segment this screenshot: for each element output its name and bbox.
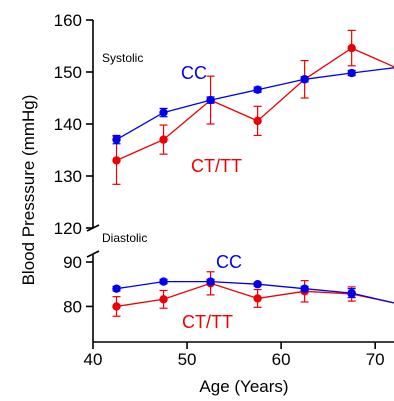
systolic-cc-point (159, 108, 168, 117)
diastolic-cttt-point (253, 294, 262, 303)
y-tick-label: 90 (63, 253, 82, 272)
systolic-cc-point (300, 75, 309, 84)
y-tick-label: 150 (54, 63, 82, 82)
data-marks (112, 29, 394, 317)
y-tick-label: 130 (54, 167, 82, 186)
diastolic-cc-point (206, 277, 215, 286)
y-tick-label: 120 (54, 219, 82, 238)
y-tick-label: 140 (54, 115, 82, 134)
y-tick-label: 160 (54, 11, 82, 30)
systolic-panel-label: Systolic (102, 51, 143, 65)
x-tick-label: 50 (178, 350, 197, 369)
systolic-cc-label: CC (181, 63, 207, 83)
x-axis-title: Age (Years) (199, 377, 288, 396)
systolic-cttt-label: CT/TT (191, 156, 242, 176)
systolic-cttt-line (116, 47, 394, 161)
y-tick-label: 80 (63, 297, 82, 316)
diastolic-cc-point (253, 280, 262, 289)
diastolic-cc-point (347, 288, 356, 298)
x-tick-label: 60 (272, 350, 291, 369)
diastolic-cttt-label: CT/TT (182, 312, 233, 332)
systolic-cc-point (253, 85, 262, 94)
diastolic-cc-point (112, 284, 121, 293)
x-tick-label: 40 (84, 350, 103, 369)
y-axis-title: Blood Presssure (mmHg) (19, 95, 38, 286)
systolic-cc-line (116, 67, 394, 141)
diastolic-cttt-point (112, 302, 121, 311)
diastolic-cc-point (159, 277, 168, 286)
x-tick-label: 70 (366, 350, 385, 369)
systolic-cttt-point (112, 156, 121, 165)
systolic-cttt-point (159, 135, 168, 144)
systolic-cttt-point (253, 116, 262, 126)
systolic-cc-point (112, 135, 121, 144)
diastolic-panel-label: Diastolic (102, 231, 147, 245)
diastolic-cttt-point (159, 295, 168, 304)
systolic-cc-point (206, 95, 215, 105)
diastolic-cc-label: CC (216, 252, 242, 272)
axes: 40 50 60 70 120 130 140 150 160 80 90 (54, 11, 394, 369)
diastolic-cc-point (300, 284, 309, 293)
systolic-cc-point (347, 68, 356, 78)
systolic-cttt-point (347, 43, 356, 53)
axis-break-mark (86, 250, 100, 258)
